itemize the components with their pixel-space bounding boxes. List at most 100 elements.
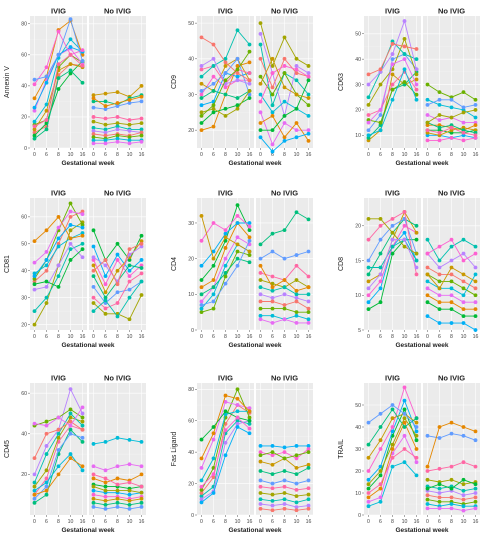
data-point bbox=[270, 462, 275, 467]
data-point bbox=[223, 246, 228, 250]
data-point bbox=[115, 90, 120, 94]
data-point bbox=[199, 74, 204, 79]
data-point bbox=[270, 285, 275, 290]
data-point bbox=[414, 237, 419, 242]
data-point bbox=[223, 274, 228, 279]
x-tick-label: 0 bbox=[426, 519, 429, 525]
data-point bbox=[390, 416, 395, 421]
data-point bbox=[414, 416, 419, 421]
data-point bbox=[211, 256, 216, 261]
data-point bbox=[247, 409, 252, 414]
data-point bbox=[437, 491, 442, 495]
data-point bbox=[115, 314, 120, 319]
data-point bbox=[402, 80, 407, 84]
data-point bbox=[68, 247, 73, 252]
data-point bbox=[414, 87, 419, 92]
x-tick-label: 10 bbox=[461, 334, 467, 340]
data-point bbox=[270, 306, 275, 311]
data-point bbox=[449, 135, 454, 140]
x-tick-label: 16 bbox=[80, 334, 86, 340]
facet-label-ivig: IVIG bbox=[51, 374, 66, 383]
data-point bbox=[306, 310, 311, 315]
data-point bbox=[80, 468, 85, 473]
data-point bbox=[378, 82, 383, 87]
data-point bbox=[294, 121, 299, 125]
data-point bbox=[390, 52, 395, 56]
data-point bbox=[282, 491, 287, 495]
data-point bbox=[235, 71, 240, 75]
data-point bbox=[294, 292, 299, 297]
data-point bbox=[115, 464, 120, 469]
data-point bbox=[449, 286, 454, 291]
data-point bbox=[414, 251, 419, 256]
data-point bbox=[235, 213, 240, 218]
data-point bbox=[211, 221, 216, 225]
x-tick-label: 6 bbox=[271, 334, 274, 340]
data-point bbox=[414, 433, 419, 438]
data-point bbox=[437, 90, 442, 95]
data-point bbox=[306, 506, 311, 511]
data-point bbox=[414, 77, 419, 82]
x-tick-label: 8 bbox=[224, 519, 227, 525]
data-point bbox=[91, 492, 96, 497]
data-point bbox=[282, 478, 287, 483]
data-point bbox=[223, 60, 228, 65]
data-point bbox=[32, 488, 37, 493]
data-point bbox=[44, 423, 49, 428]
data-point bbox=[199, 103, 204, 108]
x-tick-label: 16 bbox=[247, 152, 253, 158]
data-point bbox=[127, 274, 132, 279]
data-point bbox=[366, 455, 371, 460]
data-point bbox=[294, 67, 299, 72]
data-point bbox=[258, 81, 263, 86]
data-point bbox=[461, 433, 466, 438]
data-point bbox=[258, 135, 263, 140]
data-point bbox=[366, 265, 371, 270]
x-tick-label: 8 bbox=[116, 334, 119, 340]
data-point bbox=[44, 476, 49, 481]
data-point bbox=[473, 495, 478, 500]
data-point bbox=[449, 464, 454, 469]
x-axis-label: Gestational week bbox=[228, 160, 281, 167]
data-point bbox=[91, 93, 96, 98]
x-tick-label: 10 bbox=[294, 334, 300, 340]
data-point bbox=[437, 130, 442, 135]
data-point bbox=[103, 274, 108, 279]
data-point bbox=[91, 504, 96, 509]
data-point bbox=[294, 443, 299, 448]
data-point bbox=[258, 292, 263, 297]
data-point bbox=[199, 494, 204, 499]
x-tick-label: 6 bbox=[104, 334, 107, 340]
data-point bbox=[68, 228, 73, 233]
data-point bbox=[247, 224, 252, 229]
data-point bbox=[115, 252, 120, 257]
data-point bbox=[461, 321, 466, 325]
y-tick-label: 50 bbox=[21, 242, 27, 248]
data-point bbox=[80, 464, 85, 469]
data-point bbox=[390, 230, 395, 235]
data-point bbox=[32, 309, 37, 314]
data-point bbox=[115, 482, 120, 487]
data-point bbox=[449, 486, 454, 491]
data-point bbox=[44, 492, 49, 497]
data-point bbox=[473, 272, 478, 277]
data-point bbox=[449, 431, 454, 436]
data-point bbox=[80, 59, 85, 63]
data-point bbox=[223, 231, 228, 236]
x-tick-label: 0 bbox=[92, 334, 95, 340]
data-point bbox=[91, 132, 96, 136]
data-point bbox=[91, 141, 96, 146]
data-point bbox=[247, 89, 252, 93]
data-point bbox=[68, 427, 73, 432]
data-point bbox=[461, 105, 466, 110]
facet-label-no-ivig: No IVIG bbox=[104, 7, 131, 16]
data-point bbox=[103, 480, 108, 485]
x-axis-label: Gestational week bbox=[395, 160, 448, 167]
data-point bbox=[211, 263, 216, 268]
x-tick-label: 8 bbox=[450, 152, 453, 158]
x-tick-label: 0 bbox=[200, 152, 203, 158]
data-point bbox=[235, 418, 240, 423]
data-point bbox=[437, 300, 442, 305]
data-point bbox=[32, 492, 37, 497]
data-point bbox=[282, 121, 287, 125]
